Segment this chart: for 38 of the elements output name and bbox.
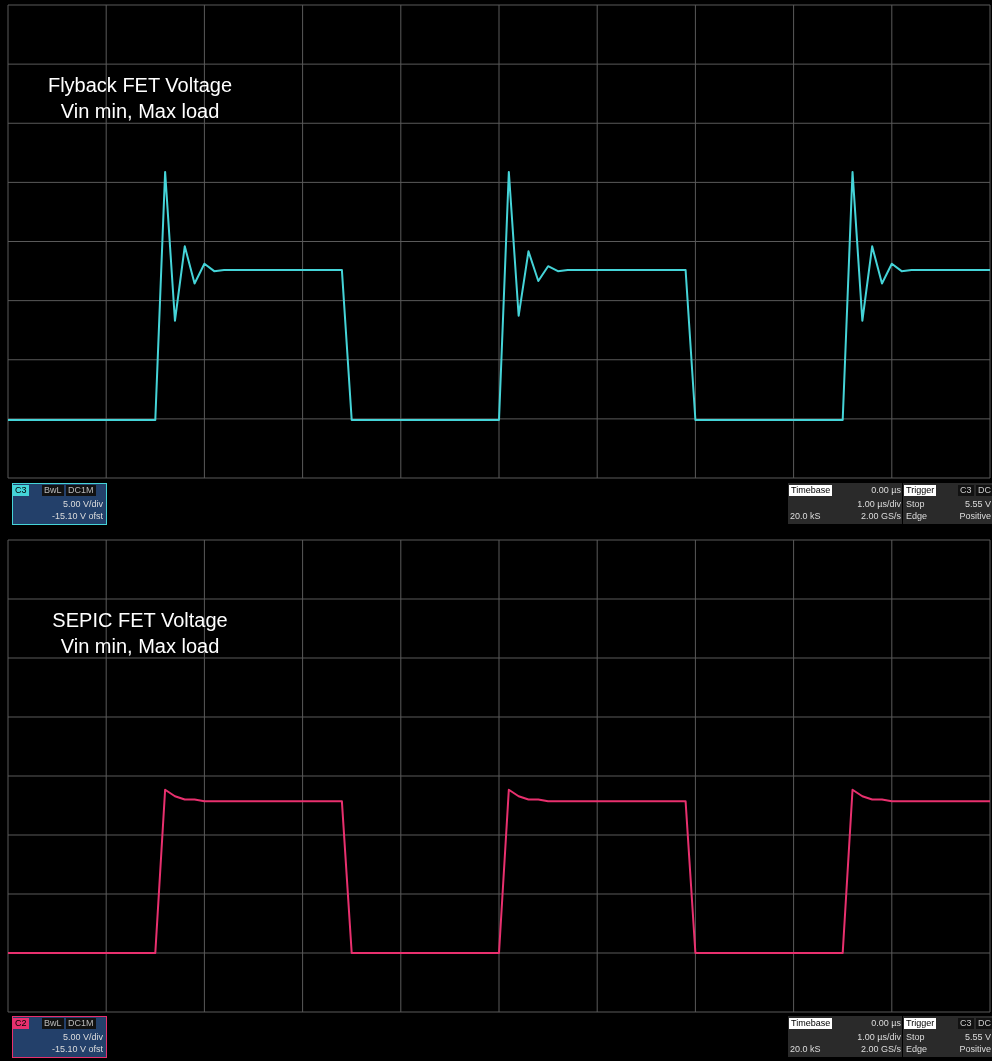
text: Timebase — [789, 1018, 833, 1029]
text: Stop — [906, 1032, 925, 1043]
text: 20.0 kS — [790, 1044, 821, 1055]
text: C3 — [958, 1018, 974, 1029]
text: Stop — [906, 499, 925, 510]
text: 5.00 V/div — [62, 499, 103, 510]
text: BwL — [42, 1018, 64, 1029]
text: 1.00 µs/div — [857, 1032, 901, 1043]
text: 2.00 GS/s — [860, 1044, 901, 1055]
text: 5.55 V — [964, 1032, 991, 1043]
text: Positive — [959, 1044, 991, 1055]
text: Trigger — [904, 485, 937, 496]
text: Trigger — [904, 1018, 937, 1029]
chart-subtitle: Vin min, Max load — [60, 100, 220, 122]
text: Timebase — [789, 485, 833, 496]
text: Edge — [906, 511, 928, 522]
text: 0.00 µs — [871, 1018, 901, 1029]
text: 5.55 V — [964, 499, 991, 510]
text: Edge — [906, 1044, 928, 1055]
text: DC1M — [66, 1018, 96, 1029]
text: -15.10 V ofst — [51, 511, 103, 522]
text: 5.00 V/div — [62, 1032, 103, 1043]
text: C3 — [13, 485, 29, 496]
text: 2.00 GS/s — [860, 511, 901, 522]
chart-subtitle: Vin min, Max load — [60, 635, 220, 657]
chart-title: Flyback FET Voltage — [47, 74, 233, 96]
text: -15.10 V ofst — [51, 1044, 103, 1055]
text: 20.0 kS — [790, 511, 821, 522]
text: BwL — [42, 485, 64, 496]
text: DC1M — [66, 485, 96, 496]
text: DC — [976, 1018, 992, 1029]
text: C3 — [958, 485, 974, 496]
chart-title: SEPIC FET Voltage — [52, 609, 228, 631]
text: DC — [976, 485, 992, 496]
text: C2 — [13, 1018, 29, 1029]
text: 1.00 µs/div — [857, 499, 901, 510]
text: 0.00 µs — [871, 485, 901, 496]
text: Positive — [959, 511, 991, 522]
